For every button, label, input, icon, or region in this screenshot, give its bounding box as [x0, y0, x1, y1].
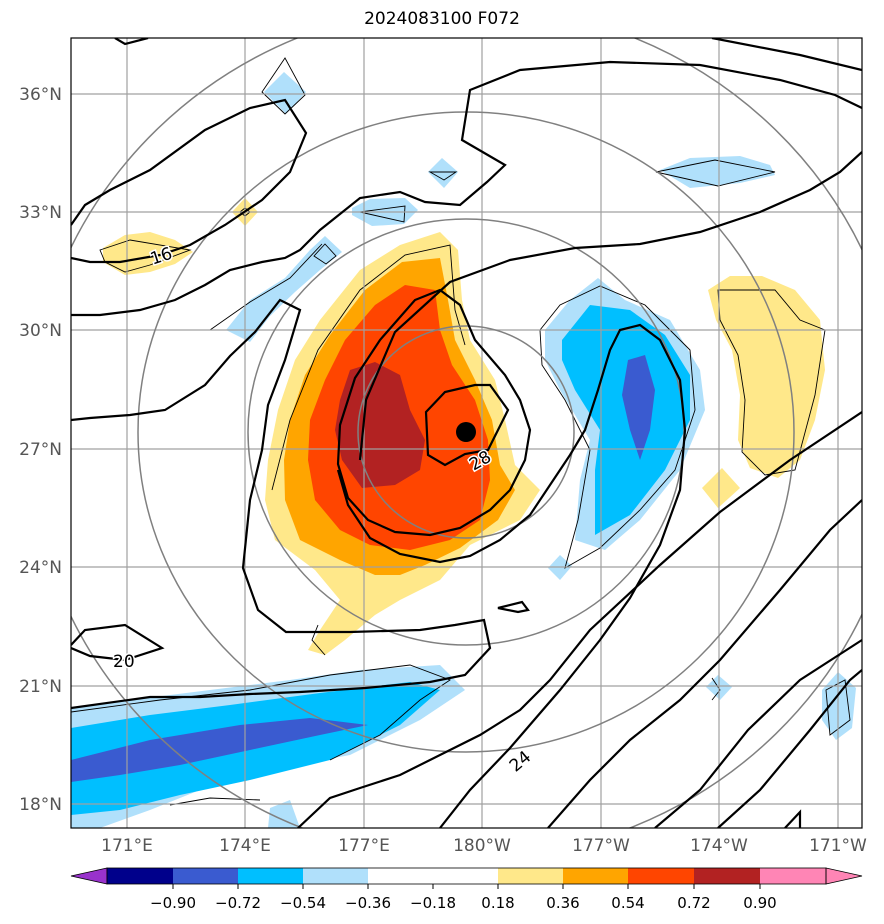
- contour-label-20: 20: [113, 652, 135, 672]
- graticule: [71, 38, 862, 828]
- latitude-labels: 36°N 33°N 30°N 27°N 24°N 21°N 18°N: [19, 85, 62, 815]
- lat-label-21n: 21°N: [19, 677, 62, 697]
- colorbar-low-extend: [70, 867, 108, 885]
- map-frame: [70, 37, 863, 829]
- negative-anomaly-fills: [71, 72, 856, 828]
- colorbar-bin-11: [760, 868, 826, 884]
- lon-label-180w: 180°W: [453, 836, 511, 856]
- map-area: 16 20 24 28: [71, 38, 862, 828]
- lat-label-18n: 18°N: [19, 795, 62, 815]
- lon-label-177w: 177°W: [572, 836, 630, 856]
- lon-label-171w: 171°W: [809, 836, 867, 856]
- colorbar-bin-1: [107, 868, 173, 884]
- storm-center-marker: [456, 422, 476, 442]
- colorbar-tick-7: 0.36: [546, 894, 579, 912]
- colorbar-bin-7: [498, 868, 563, 884]
- lon-label-174w: 174°W: [690, 836, 748, 856]
- lon-label-177e: 177°E: [338, 836, 390, 856]
- colorbar-bin-3: [238, 868, 303, 884]
- colorbar-bin-5: [368, 868, 433, 884]
- colorbar-tick-4: −0.36: [345, 894, 391, 912]
- colorbar-tick-3: −0.54: [280, 894, 326, 912]
- colorbar-tick-9: 0.72: [677, 894, 710, 912]
- colorbar-bin-4: [303, 868, 368, 884]
- lat-label-30n: 30°N: [19, 321, 62, 341]
- colorbar-bin-9: [628, 868, 694, 884]
- thick-contours: [71, 38, 862, 828]
- lat-label-36n: 36°N: [19, 85, 62, 105]
- lat-label-24n: 24°N: [19, 558, 62, 578]
- colorbar-bin-2: [173, 868, 238, 884]
- colorbar-tick-8: 0.54: [611, 894, 644, 912]
- map-title: 2024083100 F072: [364, 9, 520, 29]
- colorbar-bin-6: [433, 868, 498, 884]
- positive-anomaly-fills: [103, 198, 825, 655]
- colorbar-tick-5: −0.18: [410, 894, 456, 912]
- colorbar-tick-10: 0.90: [743, 894, 776, 912]
- colorbar-tick-6: 0.18: [481, 894, 514, 912]
- lon-label-171e: 171°E: [101, 836, 153, 856]
- colorbar-tick-2: −0.72: [215, 894, 261, 912]
- lat-label-33n: 33°N: [19, 203, 62, 223]
- longitude-labels: 171°E 174°E 177°E 180°W 177°W 174°W 171°…: [101, 836, 867, 856]
- colorbar: −0.90 −0.72 −0.54 −0.36 −0.18 0.18 0.36 …: [70, 867, 863, 912]
- colorbar-tick-1: −0.90: [150, 894, 196, 912]
- colorbar-bin-10: [694, 868, 760, 884]
- colorbar-bin-8: [563, 868, 628, 884]
- lat-label-27n: 27°N: [19, 440, 62, 460]
- lon-label-174e: 174°E: [219, 836, 271, 856]
- colorbar-high-extend: [825, 867, 863, 885]
